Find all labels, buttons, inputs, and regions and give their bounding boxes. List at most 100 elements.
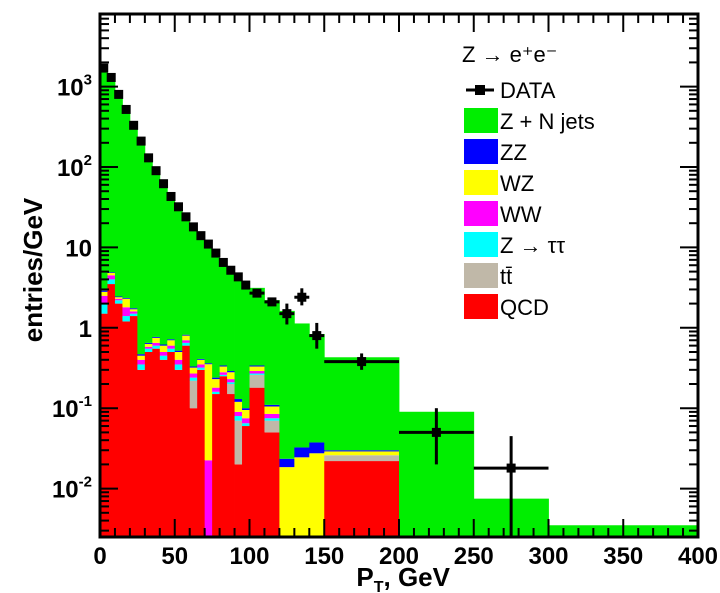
bar-ww-bin-12 (189, 373, 198, 378)
bar-wz-bin-22 (279, 467, 295, 537)
legend-item-ww: WW (464, 201, 542, 227)
bar-ztt-bin-9 (167, 348, 176, 353)
legend-swatch-wz (464, 170, 498, 195)
bar-z-bin-15 (212, 254, 220, 378)
bar-ztt-bin-7 (152, 345, 161, 349)
data-point-17 (226, 265, 236, 275)
bar-qcd-bin-15 (212, 394, 220, 537)
x-axis-title-unit: , GeV (384, 562, 451, 592)
bar-ww-bin-0 (100, 295, 108, 304)
legend-item-data: DATA (466, 78, 556, 103)
bar-ww-bin-14 (204, 460, 213, 537)
legend-item-tt: tt̄ (464, 263, 512, 289)
bar-ztt-bin-15 (212, 391, 220, 395)
bar-qcd-bin-19 (242, 426, 250, 537)
bar-ww-bin-6 (144, 346, 153, 349)
bar-ztt-bin-17 (227, 382, 235, 384)
x-tick-label-6: 300 (528, 543, 568, 570)
bar-ww-bin-11 (182, 340, 191, 343)
bar-tt-bin-20 (249, 374, 265, 388)
bar-zz-bin-6 (144, 342, 153, 344)
bar-wz-bin-14 (204, 364, 213, 461)
legend-item-zz: ZZ (464, 139, 527, 165)
bar-ztt-bin-1 (107, 279, 116, 285)
legend-swatch-qcd (464, 294, 498, 319)
bar-ww-bin-4 (129, 311, 138, 314)
bar-tt-bin-17 (227, 383, 235, 395)
legend-item-qcd: QCD (464, 294, 549, 320)
bar-zz-bin-21 (264, 404, 280, 407)
bar-qcd-bin-11 (182, 345, 191, 537)
bar-z-bin-13 (197, 237, 206, 359)
bar-zz-bin-11 (182, 334, 191, 336)
bar-z-bin-6 (144, 160, 153, 343)
bar-zz-bin-2 (114, 296, 123, 298)
bar-ztt-bin-16 (219, 374, 228, 377)
bar-ztt-bin-5 (137, 364, 146, 370)
legend-label-qcd: QCD (500, 295, 549, 320)
bar-z-bin-22 (279, 310, 295, 459)
x-axis-title-symbol: P (356, 562, 373, 592)
bar-ztt-bin-4 (129, 313, 138, 317)
bar-ww-bin-2 (114, 298, 123, 301)
legend-swatch-ww (464, 201, 498, 226)
bar-qcd-bin-18 (234, 464, 243, 537)
bar-qcd-bin-13 (197, 369, 206, 537)
bar-wz-bin-10 (174, 352, 183, 360)
data-point-2 (114, 89, 124, 99)
data-point-22 (279, 303, 295, 325)
bar-zz-bin-18 (234, 399, 243, 402)
y-tick-labels: 10-2 10-1 1 10 102 103 (52, 72, 92, 504)
data-point-18 (233, 272, 243, 282)
bar-wz-bin-16 (219, 366, 228, 373)
data-point-10 (173, 202, 183, 212)
bar-zz-bin-4 (129, 308, 138, 310)
axis-ticks (99, 13, 699, 537)
bar-ztt-bin-0 (100, 303, 108, 314)
bar-wz-bin-4 (129, 309, 138, 312)
bar-ww-bin-18 (234, 411, 243, 416)
x-tick-label-4: 200 (379, 543, 419, 570)
bar-qcd-bin-17 (227, 394, 235, 537)
bar-wz-bin-23 (294, 457, 310, 537)
x-tick-label-5: 250 (454, 543, 494, 570)
bar-zz-bin-23 (294, 447, 310, 458)
bar-z-bin-21 (264, 300, 280, 405)
y-tick-label-0: 10-2 (52, 474, 92, 504)
bar-ww-bin-20 (249, 371, 265, 374)
bar-z-bin-9 (167, 198, 176, 340)
bar-wz-bin-17 (227, 372, 235, 380)
y-tick-label-3: 10 (65, 235, 92, 262)
bar-ww-bin-16 (219, 372, 228, 375)
legend-label-ztt: Z → ττ (500, 233, 565, 258)
data-point-15 (211, 248, 221, 258)
bar-ww-bin-3 (122, 307, 131, 317)
data-point-11 (181, 212, 191, 222)
data-point-1 (106, 72, 116, 82)
bar-wz-bin-15 (212, 379, 220, 388)
bar-zz-bin-7 (152, 336, 161, 338)
data-point-19 (241, 280, 251, 290)
data-point-6 (144, 153, 154, 163)
bar-zz-bin-8 (159, 344, 168, 346)
bar-z-bin-4 (129, 128, 138, 309)
legend-item-ztt: Z → ττ (464, 232, 565, 258)
bar-z-bin-17 (227, 269, 235, 372)
bar-z-bin-8 (159, 187, 168, 345)
bar-zz-bin-25 (324, 450, 400, 452)
legend-label-z: Z + N jets (500, 109, 595, 134)
bar-qcd-bin-5 (137, 369, 146, 537)
bar-qcd-bin-12 (189, 408, 198, 537)
bar-wz-bin-3 (122, 298, 131, 308)
data-point-7 (151, 166, 161, 176)
bar-z-bin-5 (137, 142, 146, 355)
bar-wz-bin-19 (242, 409, 250, 419)
x-tick-label-7: 350 (603, 543, 643, 570)
bar-ww-bin-17 (227, 379, 235, 383)
bar-ww-bin-15 (212, 387, 220, 392)
bar-wz-bin-12 (189, 367, 198, 374)
bar-wz-bin-21 (264, 406, 280, 414)
bar-z-bin-24 (309, 333, 325, 443)
bar-ww-bin-5 (137, 359, 146, 365)
bar-z-bin-14 (204, 246, 213, 364)
